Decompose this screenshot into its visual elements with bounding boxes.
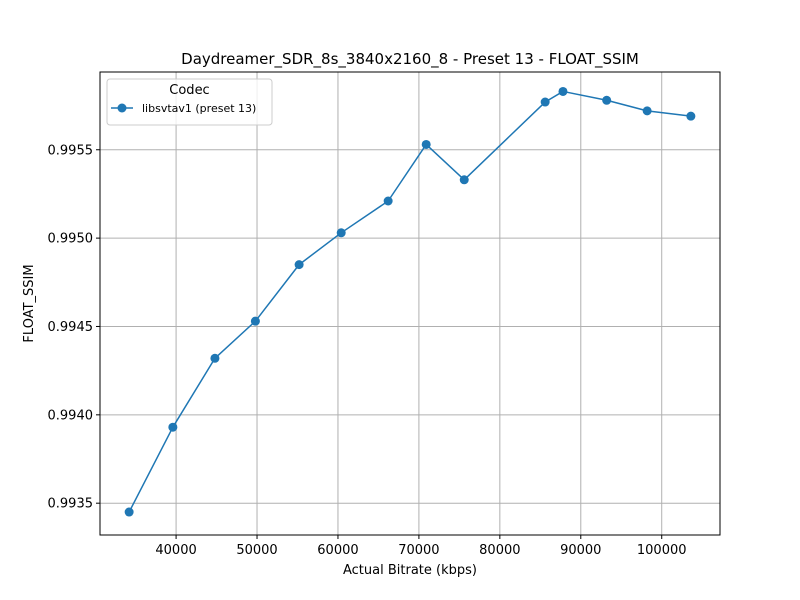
data-point — [383, 196, 393, 206]
y-tick-label: 0.9935 — [48, 497, 94, 512]
x-tick-label: 90000 — [560, 543, 601, 558]
data-point — [602, 95, 612, 105]
ticks: 40000 50000 60000 70000 80000 90000 100000 0.99… — [48, 143, 687, 558]
data-point — [421, 139, 431, 149]
data-point — [540, 97, 550, 107]
data-point — [168, 422, 178, 432]
legend-title: Codec — [169, 83, 209, 98]
data-point — [210, 353, 220, 363]
data-point — [642, 106, 652, 116]
y-tick-label: 0.9940 — [48, 408, 94, 423]
x-tick-label: 50000 — [236, 543, 277, 558]
data-point — [686, 111, 696, 121]
x-tick-label: 70000 — [398, 543, 439, 558]
legend-series-marker — [117, 103, 127, 113]
x-tick-label: 40000 — [155, 543, 196, 558]
y-axis-label: FLOAT_SSIM — [22, 264, 37, 342]
x-axis-label: Actual Bitrate (kbps) — [343, 563, 477, 578]
y-tick-label: 0.9955 — [48, 143, 94, 158]
plot-frame — [99, 71, 721, 536]
data-point — [124, 507, 134, 517]
series-line — [128, 90, 691, 513]
series-layer — [124, 86, 696, 517]
legend-series-label: libsvtav1 (preset 13) — [142, 102, 256, 115]
x-tick-label: 80000 — [479, 543, 520, 558]
data-point — [558, 86, 568, 96]
chart-title: Daydreamer_SDR_8s_3840x2160_8 - Preset 1… — [181, 50, 639, 69]
data-point — [459, 175, 469, 185]
y-tick-label: 0.9945 — [48, 320, 94, 335]
data-point — [336, 228, 346, 238]
y-tick-label: 0.9950 — [48, 232, 94, 247]
data-point — [294, 260, 304, 270]
data-point — [250, 316, 260, 326]
legend: Codec libsvtav1 (preset 13) — [106, 78, 273, 126]
legend-box — [106, 78, 273, 126]
x-tick-label: 60000 — [317, 543, 358, 558]
grid — [100, 72, 720, 535]
x-tick-label: 100000 — [637, 543, 687, 558]
